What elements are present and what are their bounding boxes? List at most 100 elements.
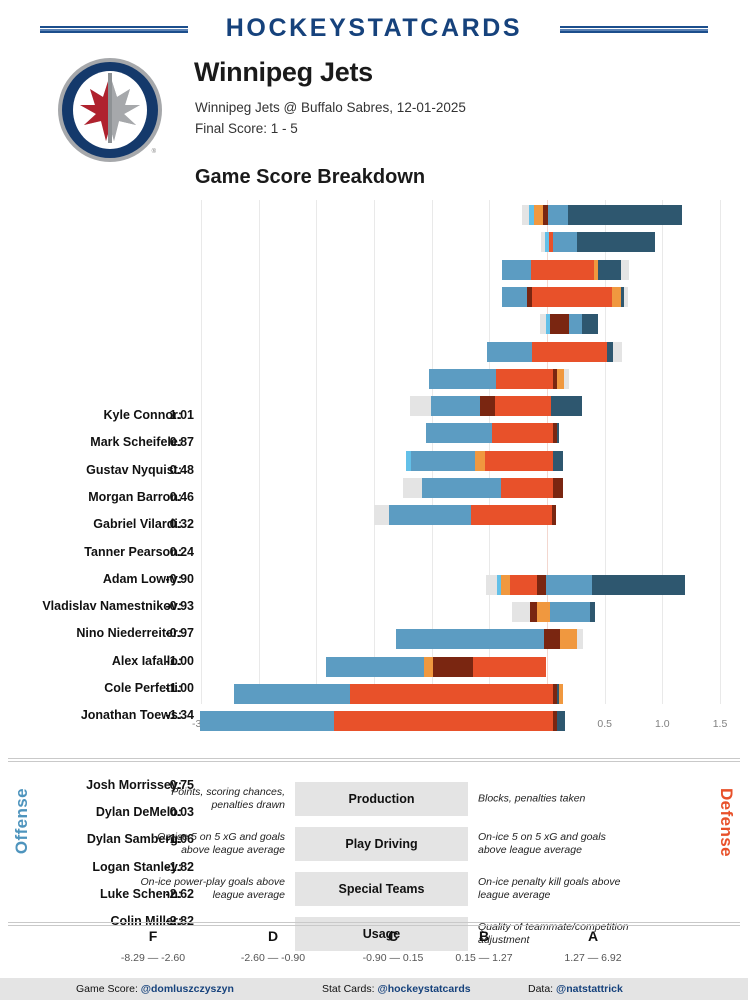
footer-credit-label: Data:: [528, 983, 557, 995]
bar-segment-usage: [540, 314, 547, 335]
bar-segment-blocks: [553, 368, 558, 389]
legend-row: Production Points, scoring chances, penal…: [0, 782, 748, 816]
legend-label-production: Production: [295, 782, 468, 816]
chart-bar: [522, 205, 682, 225]
player-name-label: Gabriel Vilardi:: [93, 517, 182, 532]
player-score-value: -0.90: [165, 571, 195, 586]
bar-segment-penalty-kill: [423, 656, 433, 677]
chart-bar: [325, 656, 546, 677]
bar-segment-blocks: [529, 601, 537, 622]
bar-segment-blocks: [537, 574, 546, 595]
player-name-label: Nino Niederreiter:: [76, 626, 182, 641]
x-axis-tick-label: 0.5: [597, 718, 612, 730]
player-name-label: Cole Perfetti:: [104, 681, 182, 695]
player-score-value: -0.93: [165, 599, 195, 614]
player-name-label: Tanner Pearson:: [84, 544, 182, 559]
bar-segment-play-driving: [199, 711, 334, 732]
player-score-value: -2.82: [152, 914, 195, 928]
grade-range: -0.90 — 0.15: [362, 952, 424, 964]
bar-segment-production: [553, 450, 563, 471]
section-title: Game Score Breakdown: [195, 166, 426, 188]
bar-segment-penalty-kill: [611, 286, 621, 307]
grade-range: -8.29 — -2.60: [120, 952, 186, 964]
footer-credit: Data: @natstattrick: [528, 983, 623, 995]
bar-segment-def-play-driving: [333, 711, 554, 732]
grade-range: 0.15 — 1.27: [455, 952, 513, 964]
bar-segment-play-driving: [502, 259, 531, 280]
player-score-value: 0.03: [169, 804, 194, 819]
player-name-label: Colin Miller:: [110, 914, 182, 928]
bar-segment-play-driving: [547, 205, 568, 225]
gridline: [374, 200, 375, 704]
player-name-label: Adam Lowry:: [102, 571, 182, 586]
legend-row: Special Teams On-ice power-play goals abo…: [0, 872, 748, 906]
legend-label-special-teams: Special Teams: [295, 872, 468, 906]
bar-segment-def-play-driving: [495, 396, 551, 417]
bar-segment-penalty-kill: [558, 683, 563, 704]
bar-segment-usage: [512, 601, 530, 622]
chart-bar: [429, 368, 569, 389]
x-axis-tick-label: 1.5: [712, 718, 728, 730]
bar-segment-blocks: [480, 396, 496, 417]
legend-defense-description: Blocks, penalties taken: [478, 792, 586, 805]
player-score-value: -1.06: [165, 832, 195, 847]
bar-segment-def-play-driving: [531, 341, 607, 362]
bar-segment-play-driving: [388, 505, 471, 526]
bar-segment-penalty-kill: [559, 629, 577, 650]
player-name-label: Vladislav Namestnikov:: [42, 599, 182, 614]
page-header: HOCKEYSTATCARDS: [0, 0, 748, 56]
bar-segment-play-driving: [234, 683, 350, 704]
player-name-label: Luke Schenn:: [100, 886, 182, 901]
player-score-value: 0.24: [169, 544, 194, 559]
chart-bar: [402, 478, 564, 498]
grade-b: B 0.15 — 1.27: [424, 928, 544, 964]
bar-segment-blocks: [553, 423, 557, 444]
chart-bar: [406, 450, 563, 471]
legend-defense-description: Quality of teammate/competition adjustme…: [478, 920, 629, 946]
bar-segment-special-teams: [497, 574, 501, 595]
bar-segment-penalty-kill: [536, 601, 551, 622]
bar-segment-penalty-kill: [533, 205, 543, 225]
player-score-value: 0.32: [169, 517, 194, 532]
player-score-value: 0.75: [169, 777, 194, 792]
footer-credit-label: Game Score:: [76, 983, 141, 995]
player-score-value: 0.87: [169, 435, 194, 450]
player-score-value: -1.82: [165, 859, 195, 874]
bar-segment-play-driving: [502, 286, 528, 307]
grade-d: D -2.60 — -0.90: [213, 928, 333, 964]
legend-top-divider: [8, 758, 740, 762]
bar-segment-production: [567, 205, 682, 225]
bar-segment-production: [576, 232, 656, 253]
grade-letter: A: [587, 928, 599, 944]
gridline: [258, 200, 260, 704]
bar-segment-production: [556, 683, 559, 704]
player-name-label: Gustav Nyquist:: [86, 462, 182, 477]
matchup-text: Winnipeg Jets @ Buffalo Sabres, 12-01-20…: [195, 100, 466, 115]
bar-segment-play-driving: [568, 314, 582, 335]
footer-credit-handle[interactable]: @natstattrick: [556, 983, 623, 995]
bar-segment-blocks: [553, 683, 557, 704]
bar-segment-usage: [409, 396, 431, 417]
final-score-text: Final Score: 1 - 5: [195, 121, 298, 136]
bar-segment-play-driving: [429, 368, 497, 389]
footer-credit-handle[interactable]: @hockeystatcards: [377, 983, 471, 995]
chart-bar: [234, 683, 563, 704]
header-rule-left: [40, 26, 188, 33]
bar-segment-play-driving: [550, 601, 590, 622]
grade-range: -2.60 — -0.90: [240, 952, 306, 964]
player-score-value: -0.97: [165, 626, 195, 641]
player-score-value: -2.62: [165, 886, 195, 901]
bar-segment-usage: [374, 505, 389, 526]
bar-segment-production: [597, 259, 621, 280]
footer-credit-handle[interactable]: @domluszczyszyn: [140, 983, 234, 995]
player-name-label: Dylan Samberg:: [86, 832, 182, 847]
player-score-value: -1.00: [165, 681, 195, 695]
bar-segment-production: [556, 711, 565, 732]
grade-f: F -8.29 — -2.60: [93, 928, 213, 964]
player-score-value: 0.48: [169, 462, 194, 477]
bar-segment-usage: [541, 232, 545, 253]
bar-segment-blocks: [553, 711, 557, 732]
page-title: Winnipeg Jets: [194, 57, 373, 87]
grade-letter: B: [478, 928, 490, 944]
bar-segment-usage: [564, 368, 569, 389]
